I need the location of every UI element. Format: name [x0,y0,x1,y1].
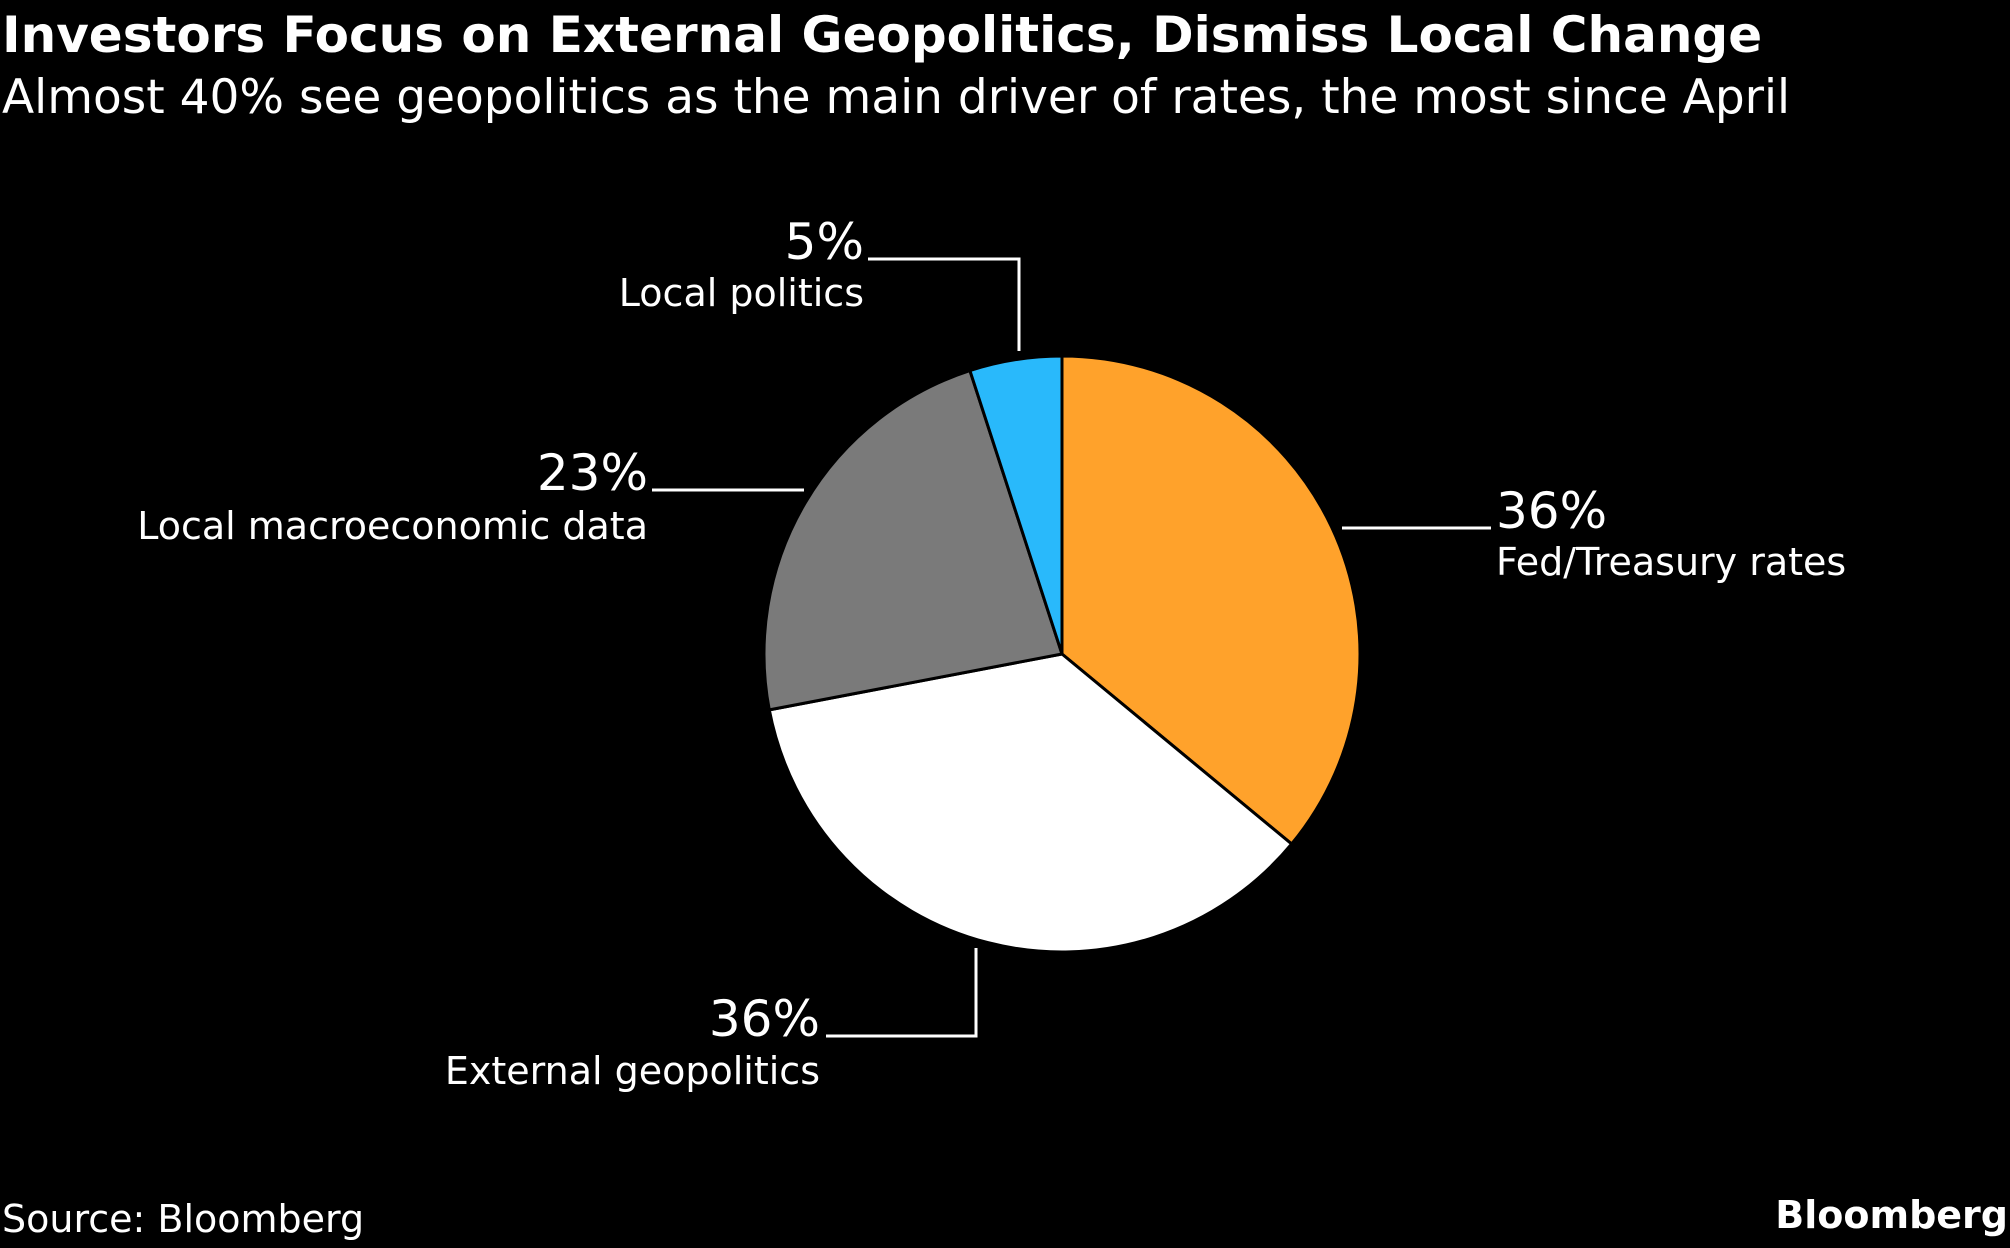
pie-slice-fed-treasury-rates [1060,354,1362,846]
leader-line-local-politics [868,257,1021,351]
category-label-local-macroeconomic-data: Local macroeconomic data [137,504,648,548]
pie-slice-local-macroeconomic-data [762,369,1064,712]
value-label-local-macroeconomic-data: 23% [537,444,648,502]
value-label-local-politics: 5% [785,213,864,271]
source-note: Source: Bloomberg [2,1197,365,1241]
pie-slices [762,354,1362,954]
leader-line-external-geopolitics [826,948,978,1038]
category-label-fed-treasury-rates: Fed/Treasury rates [1496,540,1846,584]
category-label-local-politics: Local politics [619,271,864,315]
bloomberg-logo: Bloomberg [1775,1193,2008,1237]
chart-subtitle: Almost 40% see geopolitics as the main d… [2,70,1791,125]
pie-slice-local-politics [968,354,1064,656]
chart-title: Investors Focus on External Geopolitics,… [2,6,1763,64]
pie-slice-external-geopolitics [767,652,1294,954]
value-label-fed-treasury-rates: 36% [1496,482,1607,540]
value-label-external-geopolitics: 36% [709,990,820,1048]
category-label-external-geopolitics: External geopolitics [445,1049,820,1093]
